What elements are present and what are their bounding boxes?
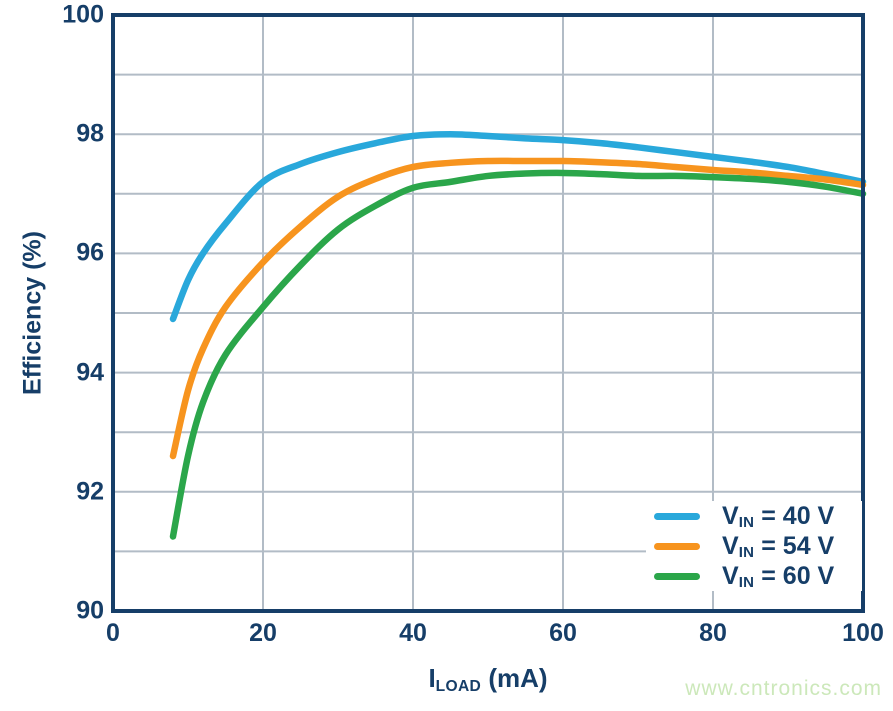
x-axis-title-symbol: I — [428, 663, 436, 693]
series-line-vin-60 — [169, 169, 867, 540]
y-axis-title: Efficiency (%) — [18, 231, 47, 395]
x-axis-title-unit: (mA) — [481, 663, 548, 693]
x-tick-label: 40 — [399, 619, 427, 647]
legend-swatch-vin-54 — [654, 542, 700, 550]
y-tick-label: 94 — [76, 358, 104, 387]
legend-row-vin-60: VIN = 60 V — [646, 561, 862, 591]
legend-label-value: = 40 V — [754, 501, 835, 530]
series-line-vin-40 — [169, 130, 867, 323]
x-axis-title: ILOAD (mA) — [428, 663, 548, 695]
legend-label-value: = 60 V — [754, 561, 835, 590]
y-tick-label: 100 — [62, 0, 104, 29]
legend: VIN = 40 V VIN = 54 V VIN = 60 V — [646, 501, 862, 591]
series-line-vin-54 — [169, 157, 867, 460]
x-axis-title-subscript: LOAD — [435, 677, 482, 695]
y-tick-label: 90 — [76, 596, 104, 625]
y-tick-label: 92 — [76, 477, 104, 506]
x-tick-label: 20 — [249, 619, 277, 647]
legend-label-subscript: IN — [738, 544, 755, 562]
watermark: www.cntronics.com — [685, 677, 882, 700]
legend-row-vin-54: VIN = 54 V — [646, 531, 862, 561]
legend-label-subscript: IN — [738, 514, 755, 532]
legend-swatch-vin-60 — [654, 572, 700, 580]
y-tick-label: 96 — [76, 238, 104, 267]
y-tick-label: 98 — [76, 119, 104, 148]
legend-label-vin-54: VIN = 54 V — [722, 531, 835, 562]
x-tick-label: 80 — [699, 619, 727, 647]
legend-label-symbol: V — [722, 561, 739, 590]
legend-row-vin-40: VIN = 40 V — [646, 501, 862, 531]
x-tick-label: 60 — [549, 619, 577, 647]
legend-swatch-vin-40 — [654, 512, 700, 520]
plot-frame — [111, 13, 865, 613]
legend-label-subscript: IN — [738, 574, 755, 592]
legend-label-vin-40: VIN = 40 V — [722, 501, 835, 532]
legend-label-value: = 54 V — [754, 531, 835, 560]
legend-label-vin-60: VIN = 60 V — [722, 561, 835, 592]
legend-label-symbol: V — [722, 501, 739, 530]
x-tick-label: 0 — [106, 619, 120, 647]
legend-label-symbol: V — [722, 531, 739, 560]
x-tick-label: 100 — [842, 619, 884, 647]
